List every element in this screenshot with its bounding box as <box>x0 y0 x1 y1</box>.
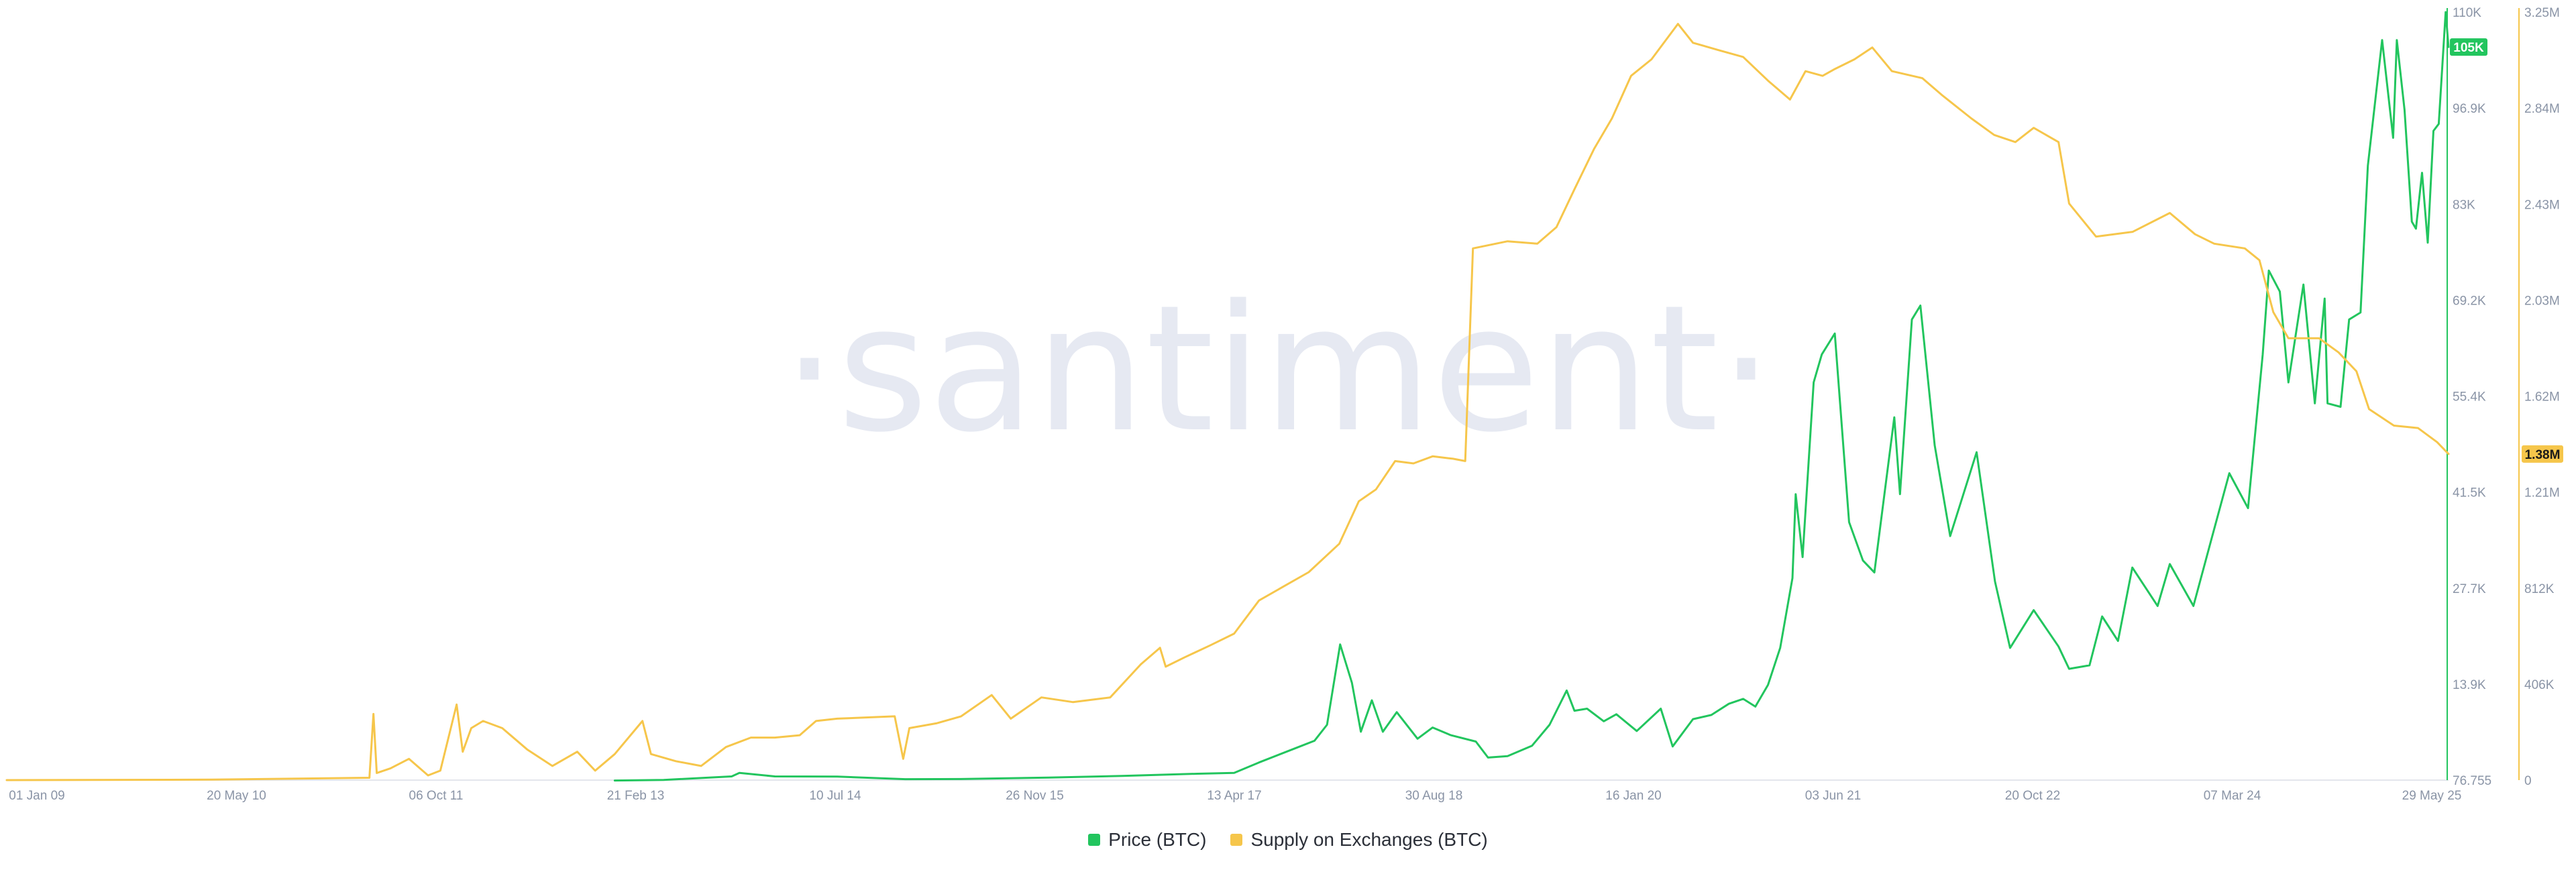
x-tick-label: 20 May 10 <box>207 789 266 803</box>
supply-y-tick-label: 0 <box>2524 774 2532 788</box>
supply-y-tick-label: 2.03M <box>2524 294 2560 308</box>
x-tick-label: 01 Jan 09 <box>9 789 64 803</box>
axes: 01 Jan 09 20 May 10 06 Oct 11 21 Feb 13 10 J… <box>7 6 2560 803</box>
x-tick-label: 16 Jan 20 <box>1605 789 1661 803</box>
price-current-value: 105K <box>2453 41 2484 55</box>
x-tick-label: 13 Apr 17 <box>1207 789 1261 803</box>
x-tick-label: 26 Nov 15 <box>1006 789 1064 803</box>
legend-item[interactable]: Price (BTC) <box>1088 829 1206 851</box>
x-tick-label: 10 Jul 14 <box>809 789 861 803</box>
supply-y-tick-label: 406K <box>2524 678 2555 692</box>
price-y-tick-label: 13.9K <box>2453 678 2486 692</box>
legend-label: Price (BTC) <box>1108 829 1207 850</box>
watermark: ·santiment· <box>782 268 1774 471</box>
price-line <box>613 11 2450 782</box>
price-y-tick-label: 83K <box>2453 198 2475 212</box>
x-tick-label: 21 Feb 13 <box>607 789 665 803</box>
x-tick-label: 03 Jun 21 <box>1805 789 1861 803</box>
legend-swatch <box>1230 834 1243 846</box>
x-tick-label: 30 Aug 18 <box>1405 789 1463 803</box>
price-y-tick-label: 55.4K <box>2453 390 2486 404</box>
x-tick-label: 20 Oct 22 <box>2005 789 2060 803</box>
price-y-tick-label: 41.5K <box>2453 486 2486 500</box>
x-tick-label: 29 May 25 <box>2402 789 2462 803</box>
x-tick-label: 06 Oct 11 <box>409 789 464 803</box>
supply-y-tick-label: 2.43M <box>2524 198 2560 212</box>
supply-y-tick-label: 1.62M <box>2524 390 2560 404</box>
supply-current-badge <box>2522 445 2563 463</box>
price-y-tick-label: 110K <box>2453 6 2481 20</box>
x-tick-label: 07 Mar 24 <box>2204 789 2261 803</box>
legend-label: Supply on Exchanges (BTC) <box>1250 829 1488 850</box>
legend: Price (BTC) Supply on Exchanges (BTC) <box>0 826 2576 853</box>
price-y-tick-label: 76.755 <box>2453 774 2491 788</box>
series-lines <box>5 11 2450 782</box>
supply-y-tick-label: 1.21M <box>2524 486 2560 500</box>
supply-y-tick-label: 3.25M <box>2524 6 2560 20</box>
price-y-tick-label: 69.2K <box>2453 294 2486 308</box>
supply-y-tick-label: 812K <box>2524 582 2555 596</box>
price-y-tick-label: 96.9K <box>2453 102 2486 116</box>
price-current-badge <box>2450 38 2487 56</box>
supply-y-tick-label: 2.84M <box>2524 102 2560 116</box>
legend-swatch <box>1088 834 1101 846</box>
supply-line <box>5 23 2450 781</box>
value-badges: 105K 1.38M <box>2450 38 2563 463</box>
supply-current-value: 1.38M <box>2525 448 2561 462</box>
price-y-tick-label: 27.7K <box>2453 582 2486 596</box>
legend-item[interactable]: Supply on Exchanges (BTC) <box>1230 829 1488 851</box>
